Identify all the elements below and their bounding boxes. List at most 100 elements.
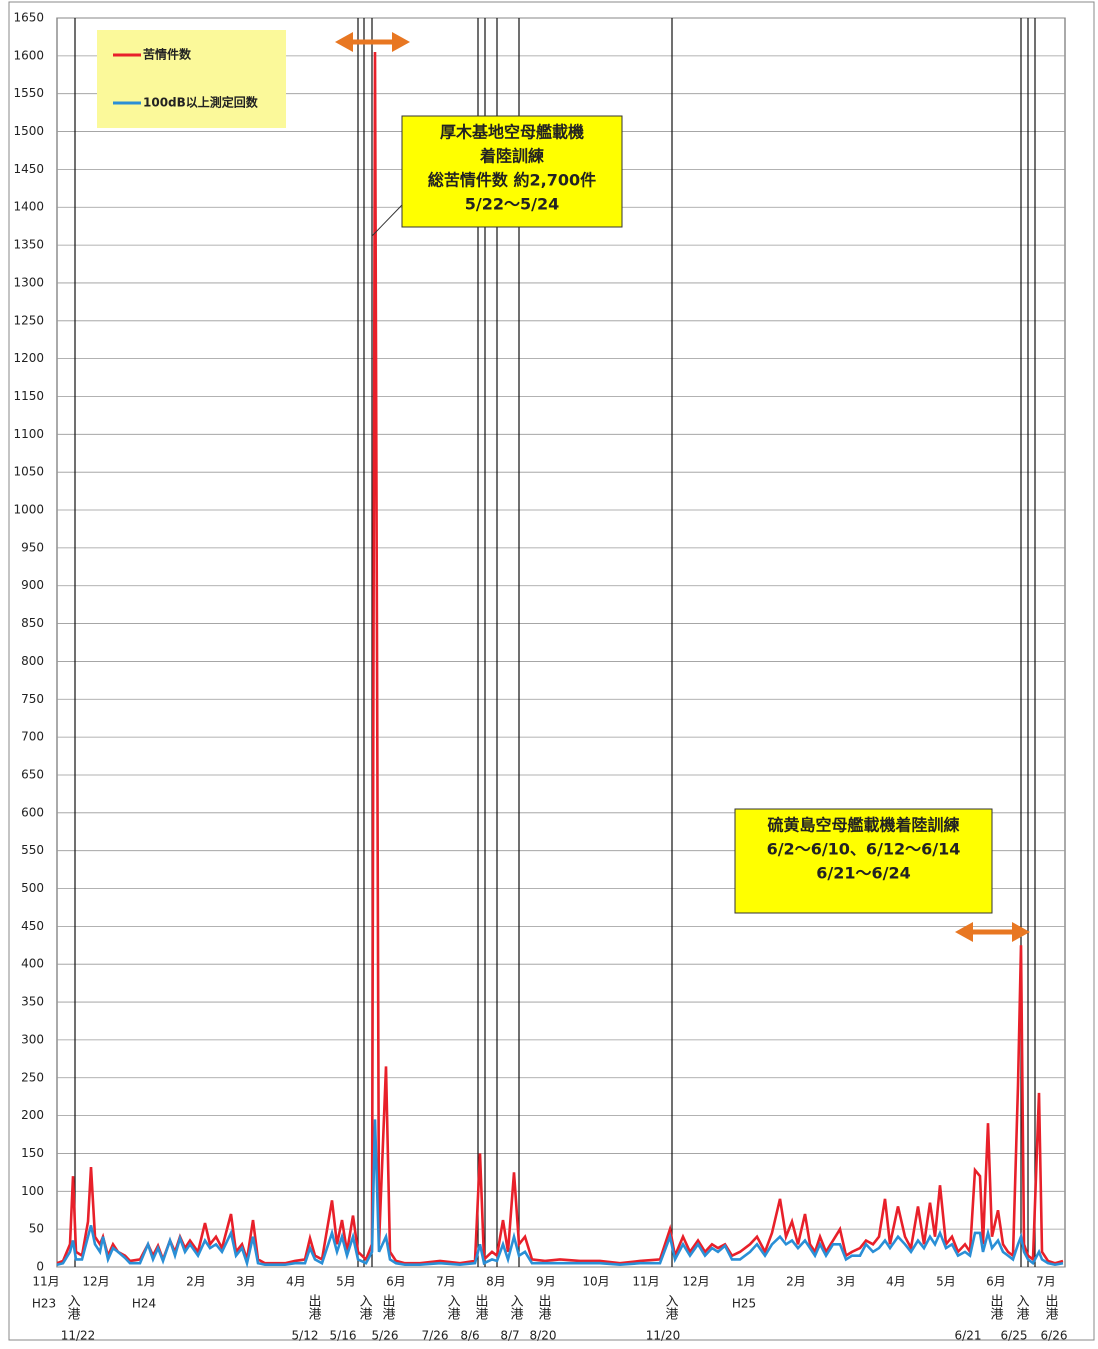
- y-tick-label: 850: [21, 616, 44, 630]
- event-label: 入港: [445, 1294, 461, 1320]
- event-label: 入港: [663, 1294, 679, 1320]
- event-date: 6/21: [955, 1329, 982, 1343]
- y-tick-label: 250: [21, 1070, 44, 1084]
- legend-label: 苦情件数: [143, 47, 192, 62]
- series-line: [56, 52, 1064, 1265]
- series-line: [56, 1119, 1064, 1269]
- x-tick-label: 12月: [682, 1275, 709, 1289]
- x-tick-label: 1月: [136, 1275, 156, 1289]
- annotation-line: 5/22～5/24: [465, 195, 560, 214]
- y-tick-label: 1600: [13, 48, 44, 62]
- x-tick-label: 5月: [336, 1275, 356, 1289]
- x-tick-label: 8月: [486, 1275, 506, 1289]
- annotation-line: 硫黄島空母艦載機着陸訓練: [767, 816, 959, 835]
- year-label: H25: [732, 1297, 756, 1311]
- y-tick-label: 500: [21, 881, 44, 895]
- event-label: 出港: [306, 1294, 322, 1320]
- event-date: 8/7: [500, 1329, 519, 1343]
- y-tick-label: 1050: [13, 465, 44, 479]
- x-tick-label: 4月: [286, 1275, 306, 1289]
- y-tick-label: 1100: [13, 427, 44, 441]
- event-date: 7/26: [422, 1329, 449, 1343]
- annotation-line: 6/2～6/10、6/12～6/14: [767, 840, 961, 859]
- x-tick-label: 12月: [82, 1275, 109, 1289]
- y-tick-label: 900: [21, 578, 44, 592]
- y-tick-label: 1350: [13, 238, 44, 252]
- y-tick-label: 400: [21, 957, 44, 971]
- x-tick-label: 6月: [986, 1275, 1006, 1289]
- y-tick-label: 200: [21, 1108, 44, 1122]
- legend-box: [97, 30, 286, 128]
- event-label: 入港: [357, 1294, 373, 1320]
- event-label: 出港: [536, 1294, 552, 1320]
- y-tick-label: 600: [21, 805, 44, 819]
- annotation-line: 厚木基地空母艦載機: [440, 123, 584, 142]
- y-tick-label: 300: [21, 1032, 44, 1046]
- annotation-line: 着陸訓練: [479, 147, 544, 166]
- y-tick-label: 950: [21, 540, 44, 554]
- y-tick-label: 1200: [13, 351, 44, 365]
- x-tick-label: 9月: [536, 1275, 556, 1289]
- y-tick-label: 1150: [13, 389, 44, 403]
- event-label: 出港: [473, 1294, 489, 1320]
- x-tick-label: 11月: [32, 1275, 59, 1289]
- y-tick-label: 1250: [13, 313, 44, 327]
- y-tick-label: 450: [21, 919, 44, 933]
- event-date: 11/22: [61, 1329, 96, 1343]
- y-tick-label: 1400: [13, 200, 44, 214]
- y-tick-label: 1500: [13, 124, 44, 138]
- event-label: 入港: [65, 1294, 81, 1320]
- x-tick-label: 1月: [736, 1275, 756, 1289]
- range-arrow-head: [392, 32, 410, 52]
- event-date: 8/6: [460, 1329, 479, 1343]
- event-date: 11/20: [646, 1329, 681, 1343]
- event-label: 出港: [988, 1294, 1004, 1320]
- range-arrow-head: [1012, 922, 1030, 942]
- y-tick-label: 750: [21, 692, 44, 706]
- range-arrow-head: [335, 32, 353, 52]
- x-tick-label: 2月: [786, 1275, 806, 1289]
- y-tick-label: 1550: [13, 86, 44, 100]
- event-date: 6/25: [1001, 1329, 1028, 1343]
- y-tick-label: 650: [21, 767, 44, 781]
- year-label: H24: [132, 1297, 156, 1311]
- event-label: 入港: [1014, 1294, 1030, 1320]
- y-tick-label: 1300: [13, 275, 44, 289]
- y-tick-label: 150: [21, 1146, 44, 1160]
- event-date: 5/12: [292, 1329, 319, 1343]
- event-label: 出港: [380, 1294, 396, 1320]
- x-tick-label: 7月: [1036, 1275, 1056, 1289]
- annotation-box: [401, 115, 623, 228]
- x-tick-label: 7月: [436, 1275, 456, 1289]
- event-date: 8/20: [530, 1329, 557, 1343]
- y-tick-label: 0: [36, 1260, 44, 1274]
- annotation-line: 6/21～6/24: [816, 864, 911, 883]
- frame: [8, 1, 1095, 1341]
- x-tick-label: 11月: [632, 1275, 659, 1289]
- legend-label: 100dB以上測定回数: [143, 95, 259, 110]
- y-tick-label: 350: [21, 995, 44, 1009]
- annotation: 硫黄島空母艦載機着陸訓練 6/2～6/10、6/12～6/14 6/21～6/24: [734, 808, 993, 914]
- annotation-line: 総苦情件数 約2,700件: [428, 171, 596, 190]
- year-label: H23: [32, 1297, 56, 1311]
- x-tick-label: 4月: [886, 1275, 906, 1289]
- x-tick-label: 3月: [236, 1275, 256, 1289]
- y-tick-label: 1450: [13, 162, 44, 176]
- y-tick-label: 550: [21, 843, 44, 857]
- event-date: 5/26: [372, 1329, 399, 1343]
- y-tick-label: 1000: [13, 503, 44, 517]
- event-date: 5/16: [330, 1329, 357, 1343]
- event-label: 入港: [508, 1294, 524, 1320]
- annotation-pointer: [371, 204, 403, 237]
- y-tick-label: 50: [29, 1222, 44, 1236]
- annotation-box: [734, 808, 993, 914]
- event-label: 出港: [1043, 1294, 1059, 1320]
- y-tick-label: 700: [21, 730, 44, 744]
- event-date: 6/26: [1041, 1329, 1068, 1343]
- x-tick-label: 5月: [936, 1275, 956, 1289]
- x-tick-label: 10月: [582, 1275, 609, 1289]
- x-tick-label: 3月: [836, 1275, 856, 1289]
- x-tick-label: 6月: [386, 1275, 406, 1289]
